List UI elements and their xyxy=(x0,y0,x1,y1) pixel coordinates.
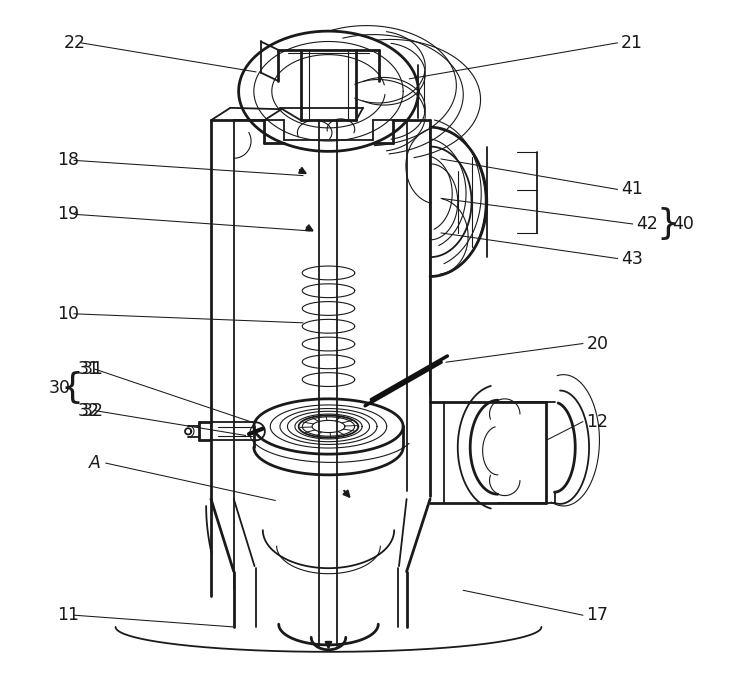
Text: 30: 30 xyxy=(48,380,70,398)
Text: 43: 43 xyxy=(621,250,643,267)
Text: A: A xyxy=(89,454,100,472)
Text: 19: 19 xyxy=(57,205,79,223)
Text: 32: 32 xyxy=(81,402,103,420)
Text: }: } xyxy=(657,207,679,241)
Text: 11: 11 xyxy=(57,606,79,624)
Text: {: { xyxy=(61,371,84,405)
Text: 18: 18 xyxy=(57,151,79,169)
Text: 22: 22 xyxy=(64,34,86,52)
Text: 12: 12 xyxy=(586,413,608,431)
Text: 31: 31 xyxy=(81,360,103,378)
Text: 42: 42 xyxy=(636,215,658,233)
Text: 31: 31 xyxy=(78,360,100,378)
Text: 40: 40 xyxy=(672,215,694,233)
Text: 10: 10 xyxy=(57,305,79,323)
Text: 20: 20 xyxy=(586,335,608,353)
Text: 21: 21 xyxy=(621,34,643,52)
Text: 17: 17 xyxy=(586,606,608,624)
Text: 41: 41 xyxy=(621,180,643,198)
Text: 32: 32 xyxy=(78,402,100,420)
